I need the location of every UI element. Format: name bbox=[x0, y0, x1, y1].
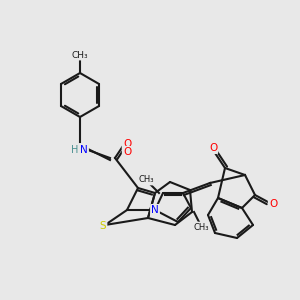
Text: H: H bbox=[71, 145, 79, 155]
Text: CH₃: CH₃ bbox=[72, 50, 88, 59]
Text: N: N bbox=[151, 205, 159, 215]
Text: CH₃: CH₃ bbox=[138, 176, 154, 184]
Text: CH₃: CH₃ bbox=[193, 223, 209, 232]
Text: S: S bbox=[100, 221, 106, 231]
Text: N: N bbox=[80, 145, 88, 155]
Text: O: O bbox=[269, 199, 277, 209]
Text: O: O bbox=[209, 143, 217, 153]
Text: O: O bbox=[123, 139, 131, 149]
Text: O: O bbox=[123, 147, 131, 157]
